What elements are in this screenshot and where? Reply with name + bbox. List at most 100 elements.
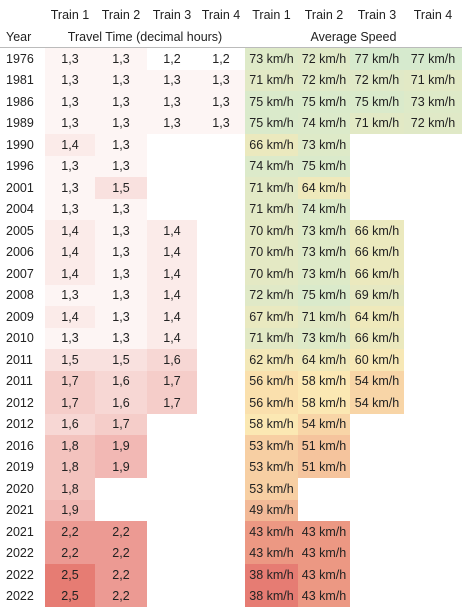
year-cell: 1990 [0,134,45,156]
speed-cell: 73 km/h [298,134,350,156]
year-cell: 2008 [0,285,45,307]
year-cell: 2004 [0,199,45,221]
speed-cell: 71 km/h [245,177,298,199]
time-cell: 1,4 [45,263,95,285]
speed-cell: 49 km/h [245,500,298,522]
speed-cell: 43 km/h [298,564,350,586]
speed-cell: 71 km/h [298,306,350,328]
speed-cell: 43 km/h [298,521,350,543]
time-cell: 1,9 [95,457,147,479]
speed-cell: 73 km/h [298,242,350,264]
speed-cell: 73 km/h [298,263,350,285]
time-cell: 1,3 [95,220,147,242]
year-header: Year [0,26,45,48]
year-cell: 2001 [0,177,45,199]
speed-cell: 38 km/h [245,564,298,586]
time-cell: 1,3 [147,113,197,135]
time-cell: 1,3 [95,242,147,264]
year-cell: 2022 [0,564,45,586]
speed-cell: 62 km/h [245,349,298,371]
year-cell: 2022 [0,586,45,607]
speed-cell: 38 km/h [245,586,298,607]
year-cell: 1976 [0,48,45,70]
speed-cell: 71 km/h [245,70,298,92]
time-cell: 1,4 [147,285,197,307]
time-cell: 1,3 [95,306,147,328]
speed-cell: 73 km/h [298,328,350,350]
group-header: Average Speed [245,26,462,48]
time-cell: 1,6 [95,371,147,393]
time-cell: 1,5 [45,349,95,371]
year-cell: 2021 [0,500,45,522]
time-cell: 1,3 [95,328,147,350]
time-cell: 1,3 [45,48,95,70]
speed-cell: 58 km/h [245,414,298,436]
column-header: Train 4 [197,4,245,26]
speed-cell: 75 km/h [298,285,350,307]
year-cell: 2020 [0,478,45,500]
speed-cell: 66 km/h [245,134,298,156]
speed-cell: 70 km/h [245,263,298,285]
time-cell: 1,4 [147,306,197,328]
speed-cell: 54 km/h [350,371,404,393]
speed-cell: 75 km/h [245,91,298,113]
time-cell: 2,2 [95,543,147,565]
time-cell: 1,3 [95,48,147,70]
time-cell: 1,3 [197,91,245,113]
time-cell: 2,2 [95,521,147,543]
time-cell: 1,7 [147,392,197,414]
time-cell: 1,7 [95,414,147,436]
year-cell: 2010 [0,328,45,350]
year-cell: 2019 [0,457,45,479]
speed-cell: 58 km/h [298,371,350,393]
time-cell: 1,8 [45,457,95,479]
column-header: Train 4 [404,4,462,26]
speed-cell: 75 km/h [298,91,350,113]
time-cell: 1,6 [45,414,95,436]
column-header: Train 2 [298,4,350,26]
speed-cell: 54 km/h [350,392,404,414]
speed-cell: 77 km/h [350,48,404,70]
speed-cell: 51 km/h [298,435,350,457]
speed-cell: 54 km/h [298,414,350,436]
year-cell: 1981 [0,70,45,92]
speed-cell: 51 km/h [298,457,350,479]
time-cell: 2,2 [95,586,147,607]
year-cell: 1989 [0,113,45,135]
time-cell: 1,3 [45,328,95,350]
speed-cell: 43 km/h [245,543,298,565]
speed-cell: 75 km/h [245,113,298,135]
time-cell: 1,4 [45,306,95,328]
time-cell: 1,3 [45,285,95,307]
time-cell: 1,8 [45,435,95,457]
speed-cell: 77 km/h [404,48,462,70]
speed-cell: 73 km/h [245,48,298,70]
speed-cell: 67 km/h [245,306,298,328]
column-header: Train 3 [350,4,404,26]
time-cell: 2,2 [95,564,147,586]
column-header: Train 1 [245,4,298,26]
time-cell: 1,3 [95,91,147,113]
speed-cell: 53 km/h [245,435,298,457]
speed-cell: 73 km/h [298,220,350,242]
time-cell: 1,3 [45,177,95,199]
year-cell: 2011 [0,371,45,393]
time-cell: 1,3 [197,113,245,135]
time-cell: 1,6 [147,349,197,371]
time-cell: 1,7 [45,392,95,414]
time-cell: 1,3 [197,70,245,92]
column-header: Train 3 [147,4,197,26]
time-cell: 1,2 [147,48,197,70]
speed-cell: 71 km/h [404,70,462,92]
speed-cell: 71 km/h [245,199,298,221]
time-cell: 1,8 [45,478,95,500]
time-cell: 2,5 [45,586,95,607]
speed-cell: 43 km/h [298,543,350,565]
speed-cell: 58 km/h [298,392,350,414]
year-cell: 2009 [0,306,45,328]
time-cell: 1,3 [45,70,95,92]
speed-cell: 70 km/h [245,220,298,242]
speed-cell: 73 km/h [404,91,462,113]
speed-cell: 74 km/h [298,199,350,221]
